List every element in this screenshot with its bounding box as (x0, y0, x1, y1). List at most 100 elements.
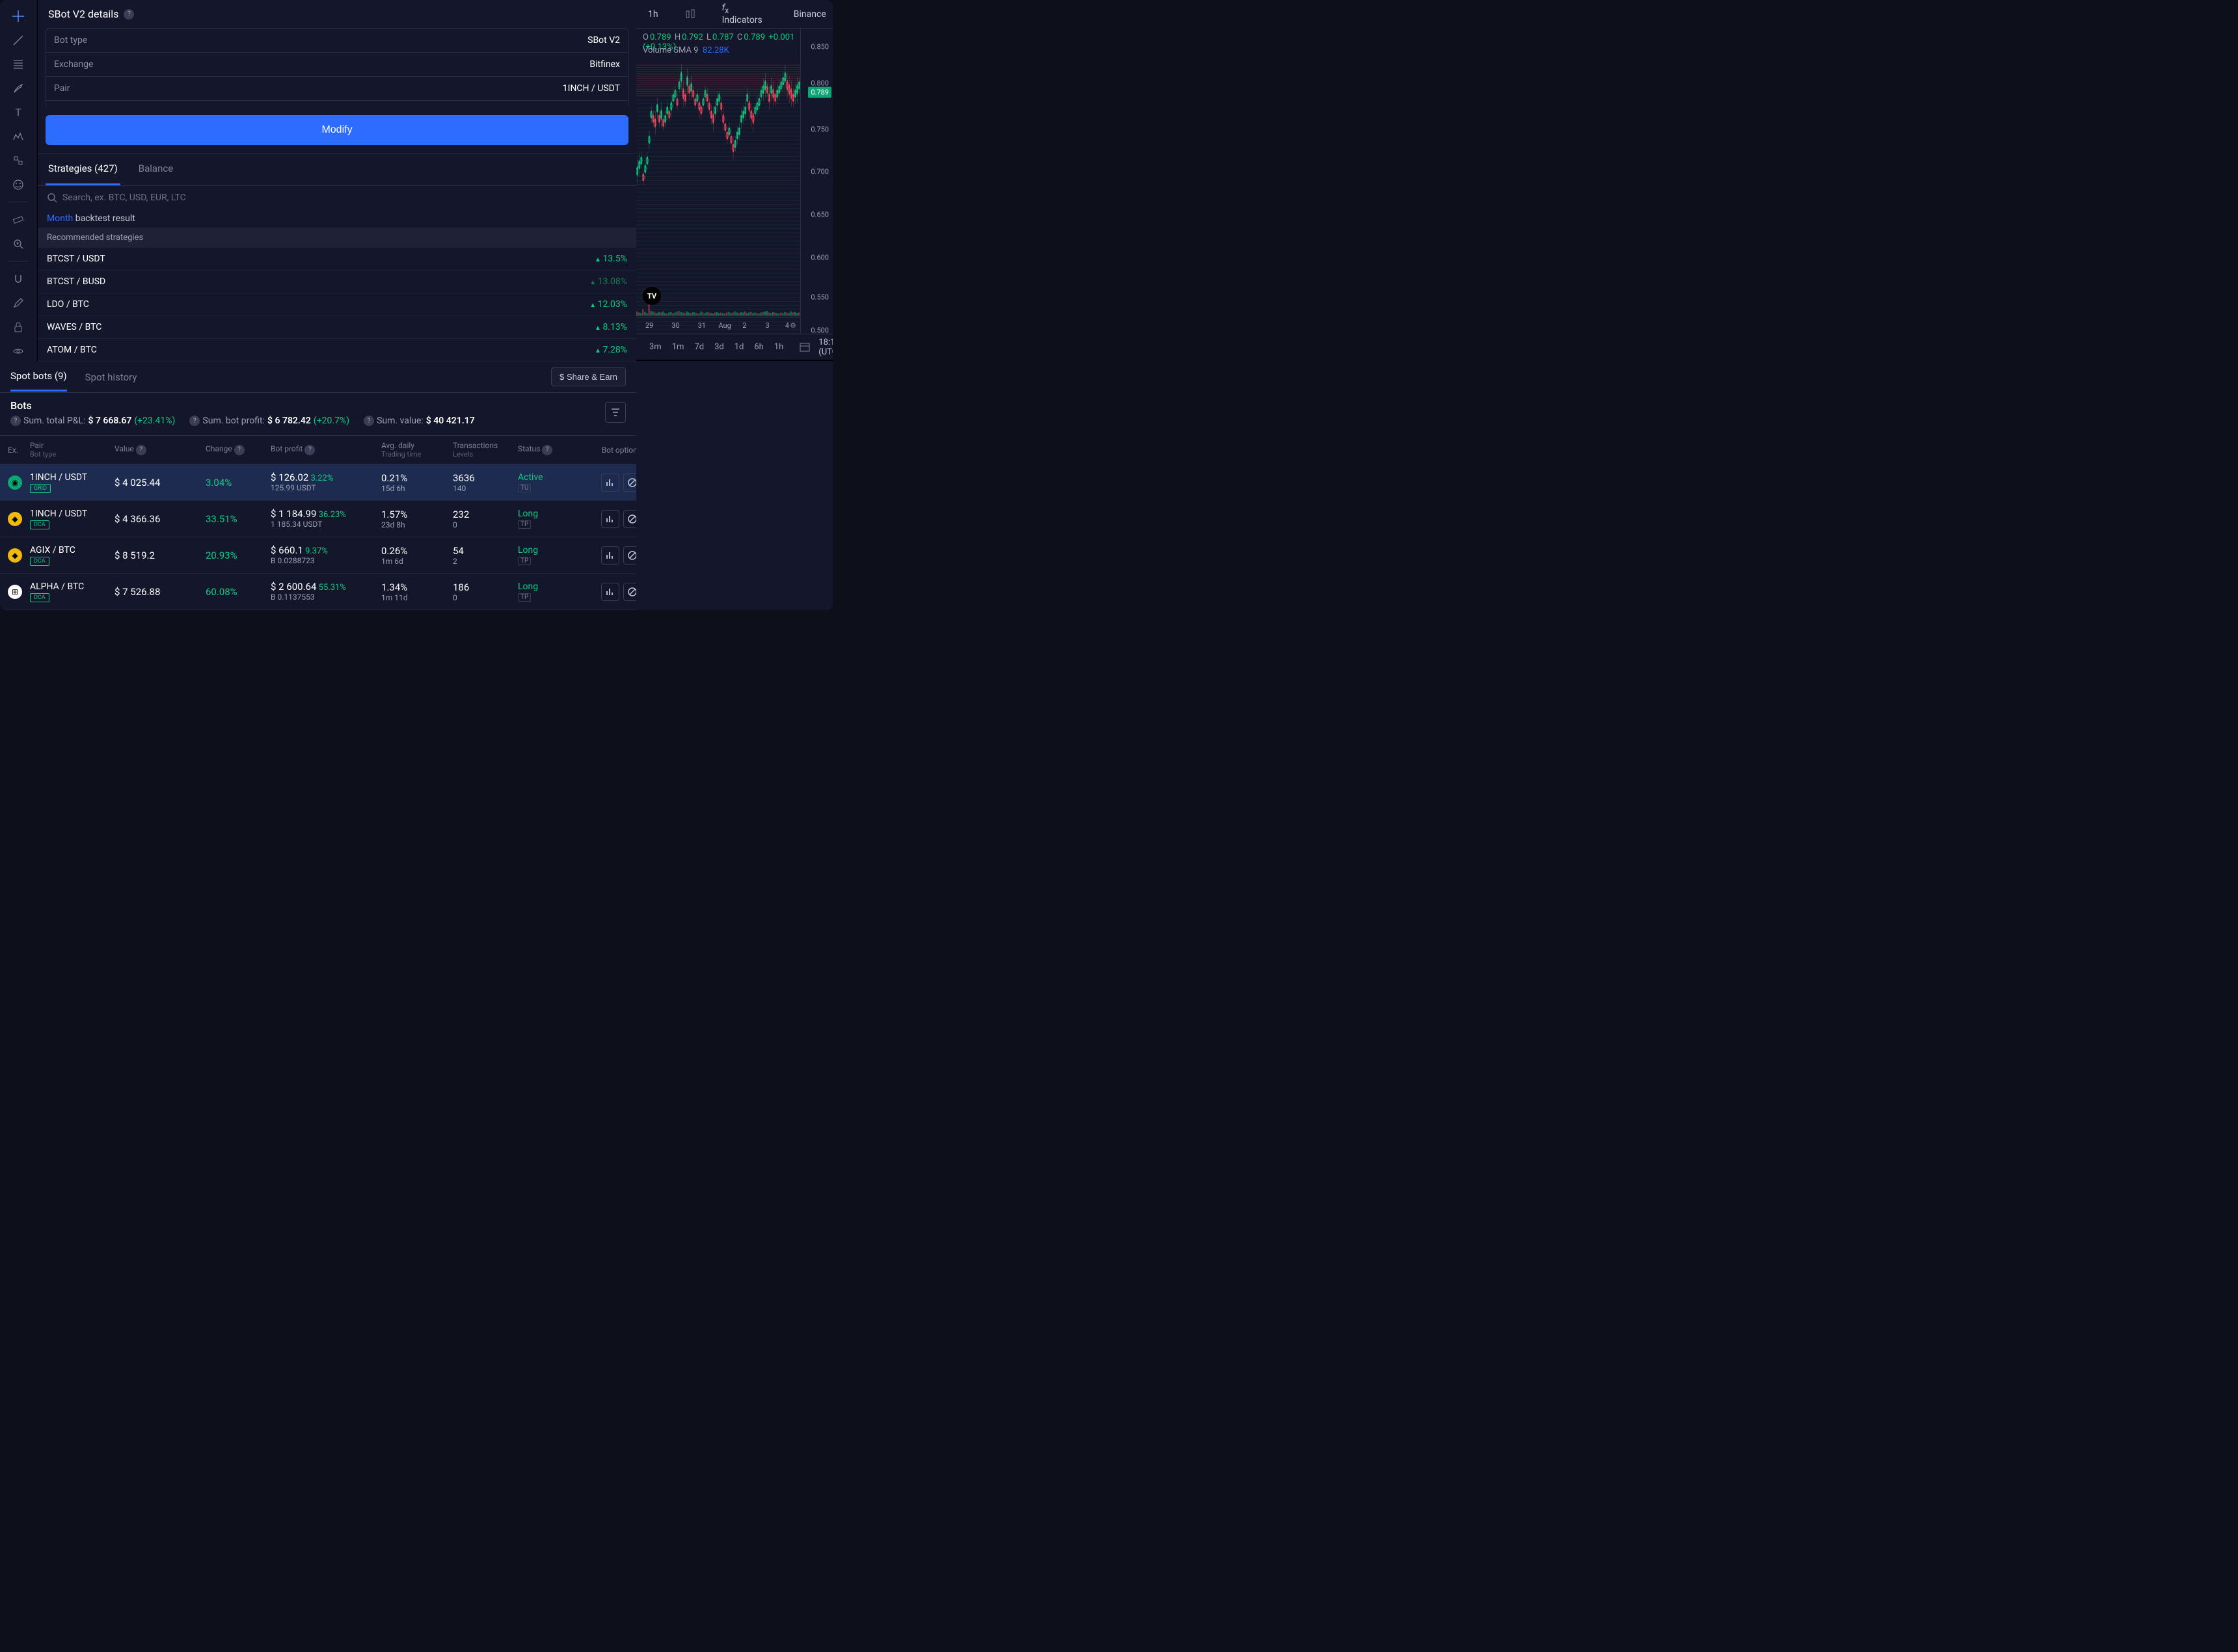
time-axis[interactable]: ⚙ 293031Aug234 (636, 317, 800, 334)
bot-type-badge: DCA (30, 593, 49, 602)
tab-strategies[interactable]: Strategies (427) (46, 153, 120, 185)
timeframe-1d[interactable]: 1d (731, 340, 748, 354)
tx-sub: 2 (453, 557, 518, 566)
price-tick: 0.850 (811, 43, 829, 51)
table-row[interactable]: ◆ AGIX / BTCDCA $ 8 519.2 20.93% $ 660.1… (0, 537, 636, 574)
table-row[interactable]: ◆ 1INCH / USDTDCA $ 4 366.36 33.51% $ 1 … (0, 501, 636, 537)
strategy-pair: WAVES / BTC (47, 322, 101, 332)
tab-balance[interactable]: Balance (136, 153, 176, 185)
position-icon[interactable] (5, 150, 31, 171)
cancel-action-icon[interactable] (623, 546, 636, 565)
cancel-action-icon[interactable] (623, 473, 636, 492)
strategy-row[interactable]: BTCST / BUSD13.08% (38, 271, 636, 293)
modify-button[interactable]: Modify (46, 115, 628, 145)
col-status[interactable]: Status ? (518, 444, 583, 455)
magnet-icon[interactable] (5, 268, 31, 289)
table-row[interactable]: ◉ 1INCH / USDTGRID $ 4 025.44 3.04% $ 12… (0, 464, 636, 501)
bots-title: Bots (10, 399, 475, 412)
detail-value: Bitfinex (589, 59, 620, 70)
chart-header: 1h fx Indicators Binance 1INCH/USDT (636, 0, 833, 29)
col-options: Bot options (583, 446, 636, 455)
strategy-search[interactable]: Search, ex. BTC, USD, EUR, LTC (38, 186, 636, 209)
time-tick: 3 (766, 321, 770, 330)
col-change[interactable]: Change ? (206, 444, 271, 455)
time-tick: 30 (671, 321, 679, 330)
filter-button[interactable] (605, 402, 626, 423)
exchange-label[interactable]: Binance (789, 7, 831, 22)
text-icon[interactable]: T (5, 101, 31, 123)
goto-date-icon[interactable] (799, 337, 811, 358)
time-tick: Aug (718, 321, 731, 330)
tx-value: 3636 (453, 472, 518, 484)
detail-value: SBot V2 (587, 35, 620, 46)
tx-value: 186 (453, 581, 518, 593)
profit-sub: 1 185.34 USDT (271, 520, 322, 529)
table-row[interactable]: ⊞ ALPHA / BTCDCA $ 7 526.88 60.08% $ 2 6… (0, 574, 636, 610)
lock-icon[interactable] (5, 316, 31, 338)
time-tick: 4 (785, 321, 789, 330)
help-icon[interactable]: ? (189, 416, 200, 426)
help-icon[interactable]: ? (364, 416, 374, 426)
strategy-row[interactable]: WAVES / BTC8.13% (38, 316, 636, 339)
exchange-icon: ⊞ (8, 585, 22, 599)
crosshair-icon[interactable] (5, 5, 31, 27)
strategy-row[interactable]: ATOM / BTC7.28% (38, 339, 636, 362)
profit-value: $ 2 600.64 (271, 581, 316, 593)
chart-action-icon[interactable] (601, 473, 619, 492)
search-placeholder: Search, ex. BTC, USD, EUR, LTC (62, 193, 186, 203)
pencil-icon[interactable] (5, 292, 31, 313)
exchange-icon: ◆ (8, 512, 22, 526)
tx-sub: 0 (453, 520, 518, 529)
brush-icon[interactable] (5, 77, 31, 99)
price-axis[interactable]: 0.8500.8000.7500.7000.6500.6000.5500.500… (800, 29, 833, 334)
timeframe-3m[interactable]: 3m (645, 340, 666, 354)
price-tick: 0.650 (811, 211, 829, 219)
pattern-icon[interactable] (5, 126, 31, 147)
recommended-header: Recommended strategies (38, 228, 636, 248)
timeframe-1h[interactable]: 1h (770, 340, 787, 354)
fx-button[interactable]: fx Indicators (717, 0, 768, 28)
chart-plot[interactable]: O0.789 H0.792 L0.787 C0.789 +0.001 (+0.1… (636, 29, 800, 334)
timeframe-3d[interactable]: 3d (710, 340, 728, 354)
candles-icon[interactable] (684, 4, 696, 25)
ruler-icon[interactable] (5, 209, 31, 230)
chart-action-icon[interactable] (601, 546, 619, 565)
timeframe-selector[interactable]: 1h (643, 7, 664, 22)
trendline-icon[interactable] (5, 29, 31, 51)
status-value: Long (518, 581, 583, 592)
exchange-icon: ◉ (8, 475, 22, 490)
timeframe-7d[interactable]: 7d (690, 340, 708, 354)
details-body: Bot typeSBot V2ExchangeBitfinexPair1INCH… (38, 28, 636, 107)
pair-name: AGIX / BTC (30, 545, 115, 555)
strategy-row[interactable]: BTCST / USDT13.5% (38, 248, 636, 271)
timeframe-6h[interactable]: 6h (750, 340, 767, 354)
volume-readout: Volume SMA 9 82.28K (643, 46, 729, 55)
chart-action-icon[interactable] (601, 510, 619, 528)
eye-icon[interactable] (5, 340, 31, 362)
daily-sub: 23d 8h (381, 520, 453, 529)
share-earn-button[interactable]: $ Share & Earn (551, 367, 626, 386)
daily-sub: 1m 11d (381, 593, 453, 602)
col-value[interactable]: Value ? (115, 444, 206, 455)
tradingview-logo: TV (643, 287, 661, 305)
fib-icon[interactable] (5, 53, 31, 75)
daily-sub: 1m 6d (381, 557, 453, 566)
cancel-action-icon[interactable] (623, 510, 636, 528)
help-icon[interactable]: ? (10, 416, 21, 426)
col-profit[interactable]: Bot profit ? (271, 444, 381, 455)
status-value: Long (518, 509, 583, 519)
time-gear-icon[interactable]: ⚙ (790, 321, 796, 330)
emoji-icon[interactable] (5, 174, 31, 195)
pair-name: 1INCH / USDT (30, 472, 115, 483)
tab-spot-history[interactable]: Spot history (85, 364, 137, 391)
chart-action-icon[interactable] (601, 583, 619, 601)
strategy-row[interactable]: LDO / BTC12.03% (38, 293, 636, 316)
tab-spot-bots[interactable]: Spot bots (9) (10, 362, 67, 392)
help-icon[interactable]: ? (124, 9, 134, 20)
timeframe-1m[interactable]: 1m (668, 340, 688, 354)
zoom-icon[interactable] (5, 233, 31, 254)
cancel-action-icon[interactable] (623, 583, 636, 601)
price-tick: 0.550 (811, 293, 829, 301)
timeframe-buttons: 3m1m7d3d1d6h1h (645, 340, 787, 354)
profit-sub: B 0.1137553 (271, 593, 315, 602)
